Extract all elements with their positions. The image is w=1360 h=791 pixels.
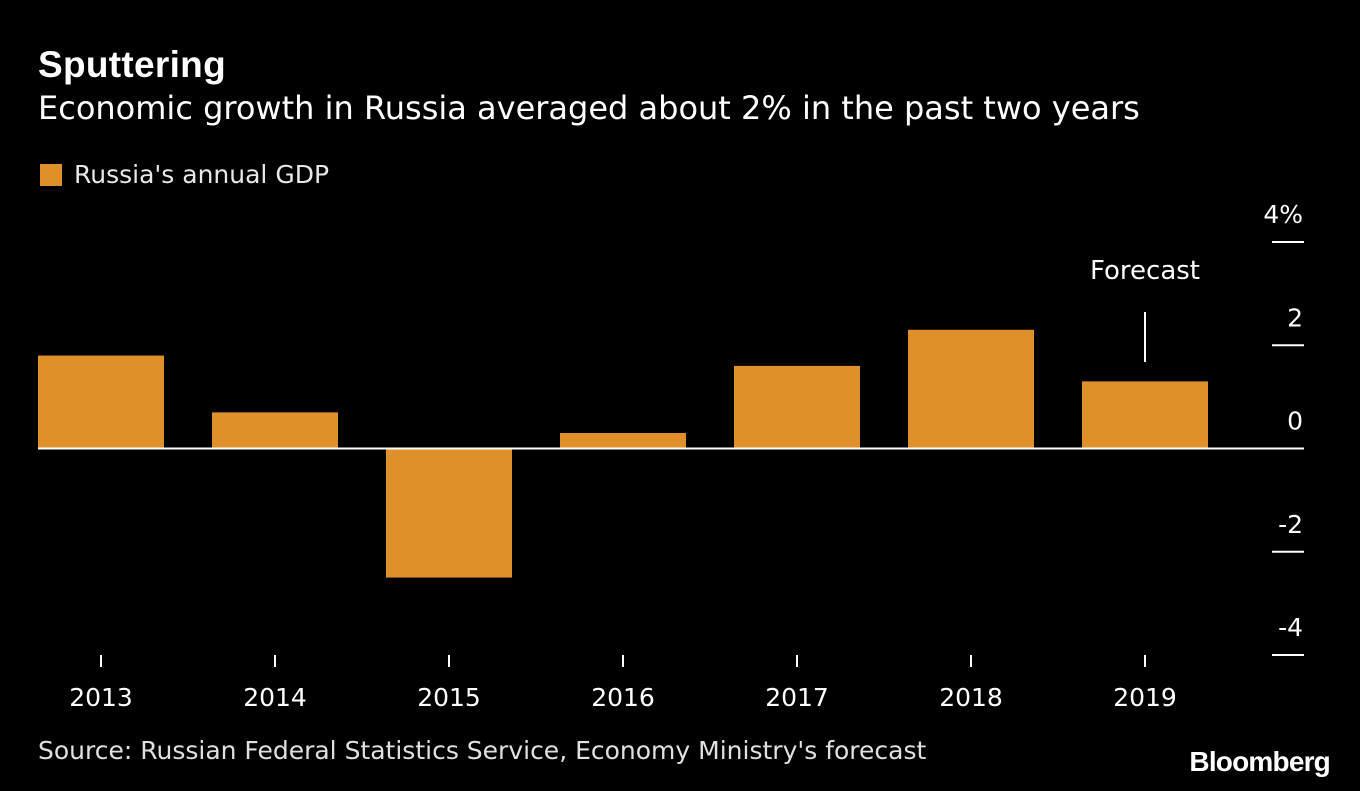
bar-2019 — [1082, 381, 1208, 449]
x-tick-label: 2019 — [1113, 683, 1177, 712]
legend: Russia's annual GDP — [40, 160, 329, 189]
y-tick-label: 2 — [1287, 303, 1303, 332]
x-tick-label: 2017 — [765, 683, 829, 712]
bar-2017 — [734, 365, 860, 449]
y-tick-label: -4 — [1278, 613, 1303, 642]
y-tick-label: -2 — [1278, 510, 1303, 539]
x-tick-label: 2018 — [939, 683, 1003, 712]
x-tick-label: 2013 — [69, 683, 133, 712]
bar-2014 — [212, 412, 338, 449]
x-tick-label: 2015 — [417, 683, 481, 712]
bar-2013 — [38, 355, 164, 449]
bar-2018 — [908, 329, 1034, 449]
y-tick-label: 4% — [1263, 200, 1303, 229]
forecast-annotation-label: Forecast — [1090, 256, 1200, 286]
chart-title: Sputtering — [38, 44, 226, 85]
x-tick-label: 2014 — [243, 683, 307, 712]
legend-label: Russia's annual GDP — [74, 160, 330, 189]
chart-subtitle: Economic growth in Russia averaged about… — [38, 89, 1140, 127]
legend-swatch — [40, 163, 62, 186]
bar-2015 — [386, 448, 512, 578]
y-tick-label: 0 — [1287, 407, 1303, 436]
source-note: Source: Russian Federal Statistics Servi… — [38, 736, 927, 765]
bloomberg-logo: Bloomberg — [1189, 746, 1330, 777]
bar-2016 — [560, 433, 686, 449]
x-tick-label: 2016 — [591, 683, 655, 712]
